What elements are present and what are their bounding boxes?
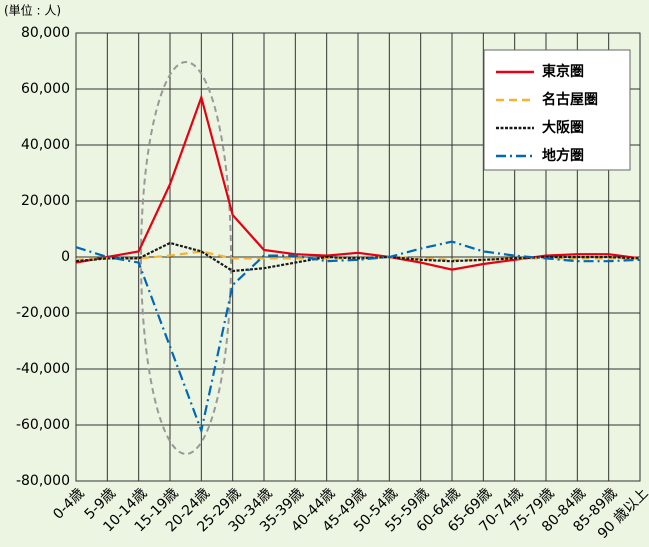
legend-label: 東京圏 (542, 63, 584, 80)
y-tick-label: 0 (61, 249, 70, 265)
series-line (75, 93, 641, 271)
plot-border (75, 32, 641, 482)
series-line (75, 241, 641, 273)
legend-label: 地方圏 (542, 147, 584, 164)
legend-box (483, 49, 631, 171)
series-line (75, 240, 641, 435)
y-tick-label: 20,000 (21, 193, 70, 209)
legend-label: 大阪圏 (542, 119, 584, 136)
y-tick-label: -60,000 (16, 417, 70, 433)
unit-label: (単位 : 人) (4, 3, 61, 18)
y-tick-label: -40,000 (16, 361, 70, 377)
y-tick-label: 60,000 (21, 81, 70, 97)
y-tick-label: 80,000 (21, 25, 70, 41)
legend-label: 名古屋圏 (542, 91, 598, 108)
y-tick-label: -20,000 (16, 305, 70, 321)
y-tick-label: 40,000 (21, 137, 70, 153)
y-tick-label: -80,000 (16, 473, 70, 489)
